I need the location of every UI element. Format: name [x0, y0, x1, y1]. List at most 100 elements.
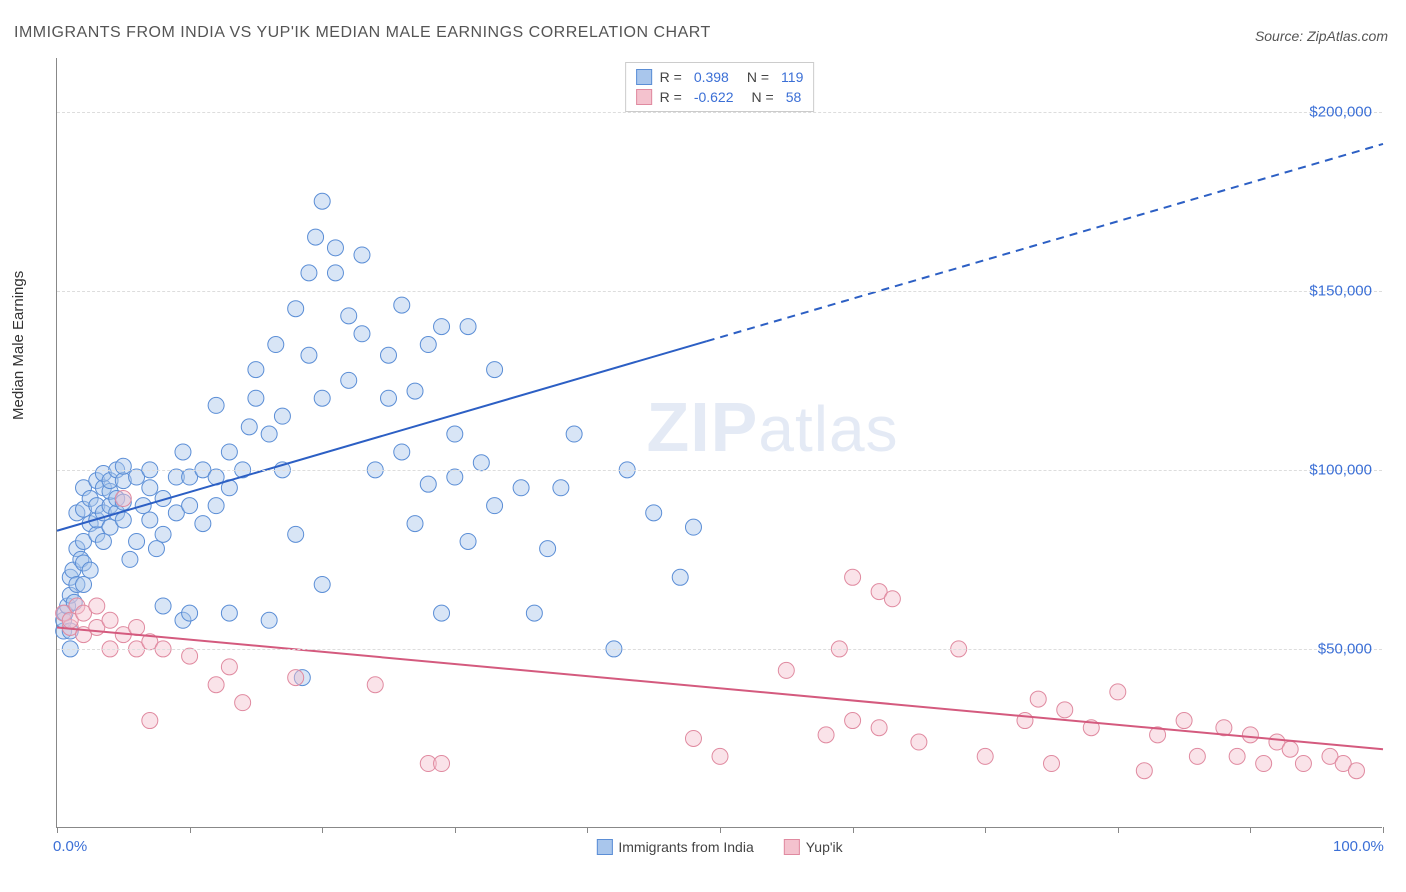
gridline — [57, 112, 1382, 113]
data-point — [288, 526, 304, 542]
data-point — [268, 337, 284, 353]
y-tick-label: $50,000 — [1318, 640, 1372, 657]
data-point — [129, 533, 145, 549]
data-point — [553, 480, 569, 496]
data-point — [685, 519, 701, 535]
data-point — [884, 591, 900, 607]
data-point — [1136, 763, 1152, 779]
data-point — [115, 491, 131, 507]
x-tick-label: 0.0% — [53, 838, 87, 855]
data-point — [341, 308, 357, 324]
x-tick — [57, 827, 58, 833]
data-point — [381, 347, 397, 363]
data-point — [513, 480, 529, 496]
x-tick — [455, 827, 456, 833]
plot-area: ZIPatlas R =0.398 N =119 R =-0.622 N =58… — [56, 58, 1382, 828]
data-point — [182, 498, 198, 514]
data-point — [261, 426, 277, 442]
data-point — [381, 390, 397, 406]
data-point — [76, 576, 92, 592]
x-tick — [985, 827, 986, 833]
data-point — [367, 677, 383, 693]
data-point — [447, 426, 463, 442]
data-point — [434, 605, 450, 621]
data-point — [248, 390, 264, 406]
data-point — [129, 619, 145, 635]
data-point — [288, 301, 304, 317]
data-point — [221, 659, 237, 675]
data-point — [447, 469, 463, 485]
data-point — [1057, 702, 1073, 718]
data-point — [314, 390, 330, 406]
data-point — [241, 419, 257, 435]
data-point — [354, 326, 370, 342]
data-point — [460, 533, 476, 549]
data-point — [221, 605, 237, 621]
data-point — [1176, 713, 1192, 729]
data-point — [142, 480, 158, 496]
data-point — [540, 541, 556, 557]
data-point — [1256, 756, 1272, 772]
data-point — [1295, 756, 1311, 772]
data-point — [155, 526, 171, 542]
data-point — [208, 397, 224, 413]
data-point — [274, 408, 290, 424]
x-tick — [1383, 827, 1384, 833]
data-point — [248, 362, 264, 378]
data-point — [434, 756, 450, 772]
data-point — [672, 569, 688, 585]
data-point — [407, 383, 423, 399]
data-point — [327, 265, 343, 281]
x-tick — [587, 827, 588, 833]
data-point — [208, 498, 224, 514]
y-axis-label: Median Male Earnings — [10, 271, 27, 420]
data-point — [1348, 763, 1364, 779]
data-point — [845, 713, 861, 729]
legend-bottom: Immigrants from India Yup'ik — [596, 839, 842, 855]
trend-line — [57, 627, 1383, 749]
data-point — [341, 372, 357, 388]
data-point — [89, 598, 105, 614]
gridline — [57, 649, 1382, 650]
data-point — [473, 455, 489, 471]
data-point — [155, 598, 171, 614]
data-point — [354, 247, 370, 263]
data-point — [911, 734, 927, 750]
data-point — [871, 720, 887, 736]
data-point — [314, 576, 330, 592]
data-point — [82, 562, 98, 578]
data-point — [182, 605, 198, 621]
data-point — [1044, 756, 1060, 772]
data-point — [394, 444, 410, 460]
data-point — [148, 541, 164, 557]
data-point — [845, 569, 861, 585]
data-point — [182, 648, 198, 664]
data-point — [1110, 684, 1126, 700]
trend-line-dashed — [707, 144, 1383, 341]
data-point — [394, 297, 410, 313]
x-tick — [190, 827, 191, 833]
data-point — [95, 533, 111, 549]
data-point — [327, 240, 343, 256]
data-point — [487, 498, 503, 514]
y-tick-label: $150,000 — [1309, 282, 1372, 299]
data-point — [460, 319, 476, 335]
data-point — [1030, 691, 1046, 707]
data-point — [646, 505, 662, 521]
data-point — [434, 319, 450, 335]
data-point — [142, 512, 158, 528]
data-point — [1189, 748, 1205, 764]
x-tick — [720, 827, 721, 833]
x-tick-label: 100.0% — [1333, 838, 1384, 855]
x-tick — [1118, 827, 1119, 833]
source-text: Source: ZipAtlas.com — [1255, 28, 1388, 44]
trend-line — [57, 341, 707, 531]
data-point — [308, 229, 324, 245]
data-point — [208, 677, 224, 693]
data-point — [566, 426, 582, 442]
data-point — [1242, 727, 1258, 743]
data-point — [301, 347, 317, 363]
data-point — [712, 748, 728, 764]
gridline — [57, 470, 1382, 471]
chart-svg — [57, 58, 1382, 827]
